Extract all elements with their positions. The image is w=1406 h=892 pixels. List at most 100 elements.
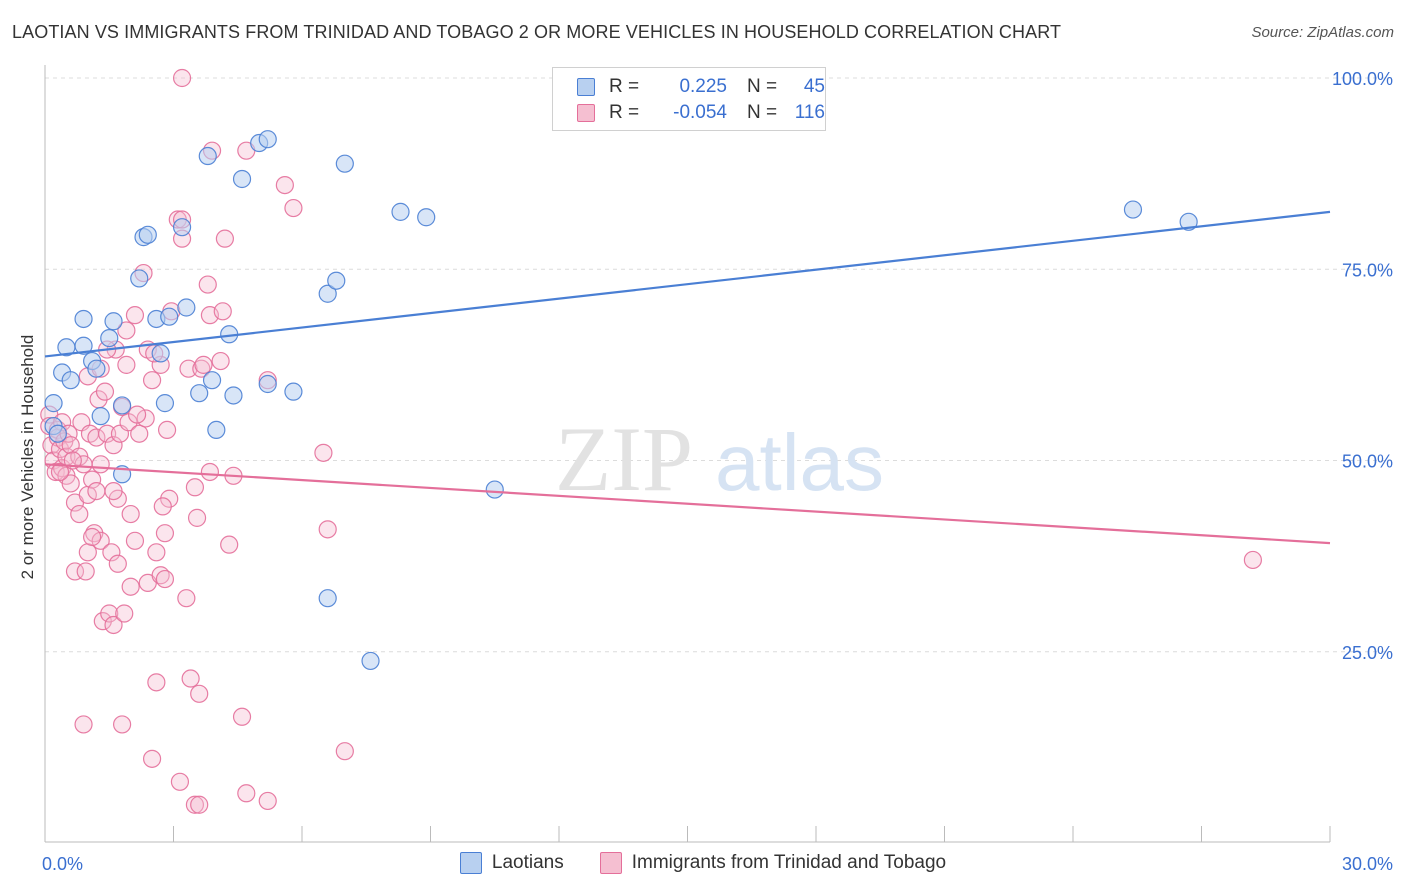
trinidad-point xyxy=(117,321,136,340)
trinidad-point xyxy=(153,497,172,516)
trinidad-point xyxy=(232,707,252,726)
laotians-point xyxy=(391,202,410,221)
trinidad-point xyxy=(142,749,162,768)
trinidad-point xyxy=(121,504,140,524)
trinidad-point xyxy=(65,562,85,581)
series-laotians-points xyxy=(44,130,1198,671)
laotians-point xyxy=(104,312,123,331)
trinidad-point xyxy=(335,742,354,761)
trinidad-point xyxy=(61,474,80,493)
trinidad-swatch xyxy=(577,104,595,122)
r-label: R = xyxy=(609,102,640,123)
laotians-point xyxy=(130,269,149,288)
x-tick-label: 30.0% xyxy=(1342,854,1393,874)
legend-item-trinidad[interactable]: Immigrants from Trinidad and Tobago xyxy=(599,852,946,874)
trinidad-point xyxy=(213,302,232,321)
laotians-point xyxy=(327,271,346,290)
n-value: 45 xyxy=(803,76,825,97)
trinidad-point xyxy=(284,198,303,218)
trinidad-point xyxy=(130,424,149,443)
trinidad-trend-line xyxy=(44,463,1331,545)
laotians-point xyxy=(155,394,175,413)
trinidad-point xyxy=(95,382,115,401)
trinidad-point xyxy=(179,359,198,378)
trinidad-point xyxy=(211,351,230,371)
trinidad-point xyxy=(98,424,117,443)
trinidad-point xyxy=(76,562,95,581)
n-label: N = xyxy=(747,76,778,97)
trinidad-point xyxy=(102,543,121,562)
stats-row-laotians: R = 0.225 N = 45 xyxy=(577,75,825,99)
laotians-point xyxy=(100,329,119,348)
laotians-point xyxy=(318,589,337,608)
trinidad-point xyxy=(70,504,89,524)
stats-legend: R = 0.225 N = 45 R = -0.054 N = 116 xyxy=(552,67,826,131)
series-legend: Laotians Immigrants from Trinidad and To… xyxy=(0,852,1406,874)
laotians-point xyxy=(335,154,354,173)
laotians-point xyxy=(74,336,93,355)
y-tick-label: 75.0% xyxy=(1342,260,1393,280)
laotians-point xyxy=(361,651,380,671)
trinidad-point xyxy=(87,482,106,501)
trinidad-point xyxy=(127,405,147,424)
r-value: 0.225 xyxy=(679,76,727,97)
trinidad-point xyxy=(314,443,333,462)
trinidad-point xyxy=(117,355,136,374)
series-trinidad-tobago-points xyxy=(40,68,1263,814)
trinidad-point xyxy=(194,355,213,374)
trinidad-point xyxy=(177,589,196,608)
trinidad-point xyxy=(125,531,145,550)
trinidad-point xyxy=(121,577,140,596)
trinidad-point xyxy=(170,772,190,791)
axes xyxy=(44,65,1331,843)
n-value: 116 xyxy=(794,102,825,123)
trinidad-point xyxy=(147,673,166,692)
laotians-legend-swatch xyxy=(459,852,482,874)
laotians-point xyxy=(258,130,277,149)
stats-row-trinidad: R = -0.054 N = 116 xyxy=(577,101,825,125)
trinidad-point xyxy=(50,462,70,482)
trinidad-point xyxy=(237,784,256,803)
watermark-atlas: atlas xyxy=(715,418,884,507)
laotians-point xyxy=(284,382,303,401)
trinidad-point xyxy=(200,462,220,482)
laotians-point xyxy=(160,307,179,326)
trinidad-point xyxy=(104,482,123,501)
laotians-point xyxy=(1179,212,1198,231)
trinidad-point xyxy=(198,275,217,294)
trinidad-point xyxy=(190,795,209,814)
chart-title: LAOTIAN VS IMMIGRANTS FROM TRINIDAD AND … xyxy=(12,22,1062,42)
n-label: N = xyxy=(747,102,778,123)
laotians-point xyxy=(190,384,209,403)
laotians-swatch xyxy=(577,78,595,96)
trinidad-point xyxy=(91,531,110,550)
trinidad-point xyxy=(220,535,239,554)
laotians-point xyxy=(258,374,277,394)
gridlines xyxy=(45,77,1392,653)
trinidad-point xyxy=(83,527,102,547)
trinidad-point xyxy=(142,371,162,390)
source-label: Source: ZipAtlas.com xyxy=(1251,24,1394,41)
laotians-point xyxy=(202,371,222,390)
laotians-point xyxy=(44,394,63,413)
trinidad-point xyxy=(318,520,337,539)
trinidad-point xyxy=(112,715,132,734)
trinidad-point xyxy=(147,543,166,562)
trinidad-point xyxy=(185,795,205,814)
trinidad-point xyxy=(181,669,200,688)
laotians-point xyxy=(48,424,67,443)
trinidad-point xyxy=(83,470,102,489)
laotians-point xyxy=(61,371,80,390)
trinidad-point xyxy=(104,615,123,635)
y-tick-label: 100.0% xyxy=(1332,69,1393,89)
legend-item-laotians[interactable]: Laotians xyxy=(459,852,564,874)
laotians-point xyxy=(172,218,192,237)
trinidad-point xyxy=(187,508,207,527)
trinidad-point xyxy=(155,569,175,589)
r-value: -0.054 xyxy=(673,102,727,123)
trinidad-point xyxy=(275,176,294,195)
laotians-point xyxy=(151,344,170,363)
laotians-point xyxy=(485,480,504,499)
trinidad-point xyxy=(1243,550,1263,570)
